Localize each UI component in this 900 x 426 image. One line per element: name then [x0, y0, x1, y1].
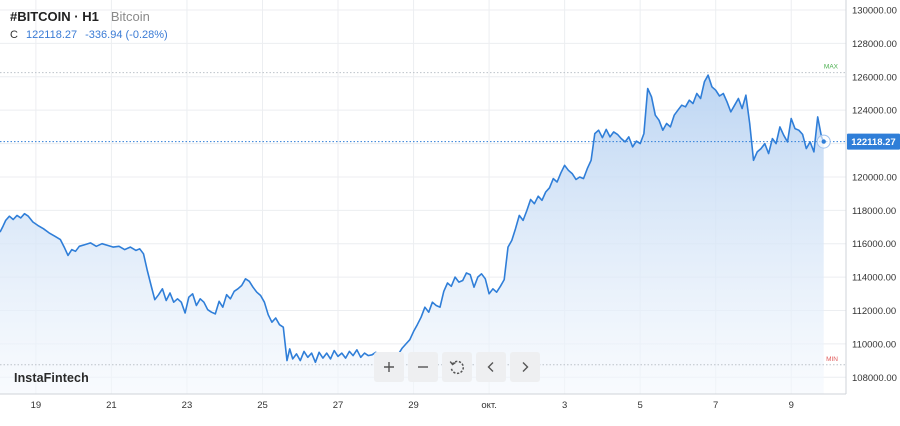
price-badge-label: 122118.27 [851, 137, 895, 148]
x-tick-label: 25 [257, 400, 268, 411]
markers: MAX MIN 122118.27 [0, 64, 900, 366]
symbol-description: Bitcoin [110, 9, 150, 24]
x-tick-label: окт. [481, 400, 496, 411]
x-tick-label: 29 [408, 400, 419, 411]
x-tick-label: 7 [713, 400, 718, 411]
chevron-left-icon [487, 362, 494, 372]
price-badge [847, 133, 900, 150]
y-tick-label: 112000.00 [852, 306, 896, 317]
x-tick-label: 23 [182, 400, 193, 411]
price-area [0, 75, 824, 394]
minus-icon [418, 366, 428, 368]
plus-icon [384, 362, 394, 372]
series-line [0, 74, 825, 364]
scroll-left-button[interactable] [476, 352, 506, 382]
y-tick-label: 116000.00 [852, 239, 896, 250]
x-tick-label: 27 [333, 400, 344, 411]
reset-button[interactable] [442, 352, 472, 382]
y-tick-label: 130000.00 [852, 6, 897, 17]
chart-controls [374, 352, 540, 382]
y-tick-label: 120000.00 [852, 172, 897, 183]
symbol-title[interactable]: #BITCOIN · H1 [10, 9, 99, 24]
x-tick-label: 3 [562, 400, 567, 411]
scroll-right-button[interactable] [510, 352, 540, 382]
x-tick-label: 21 [106, 400, 117, 411]
y-tick-label: 126000.00 [852, 72, 897, 83]
x-tick-label: 5 [638, 400, 643, 411]
area-fill [0, 75, 824, 394]
max-label: MAX [824, 64, 839, 71]
price-line [0, 74, 825, 364]
y-tick-label: 118000.00 [852, 206, 896, 217]
chevron-right-icon [522, 362, 529, 372]
x-tick-label: 19 [31, 400, 42, 411]
zoom-in-button[interactable] [374, 352, 404, 382]
last-point [821, 139, 826, 144]
min-label: MIN [826, 356, 838, 363]
brand-logo: InstaFintech [14, 371, 89, 385]
close-value: 122118.27 [25, 29, 78, 41]
y-tick-label: 114000.00 [852, 273, 896, 284]
reset-icon [449, 360, 465, 375]
y-tick-label: 108000.00 [852, 373, 897, 384]
zoom-out-button[interactable] [408, 352, 438, 382]
price-change: -336.94 (-0.28%) [85, 29, 168, 41]
y-tick-label: 128000.00 [852, 39, 897, 50]
close-label: C [10, 29, 18, 41]
y-tick-label: 124000.00 [852, 106, 897, 117]
y-tick-label: 110000.00 [852, 339, 896, 350]
x-tick-label: 9 [789, 400, 794, 411]
chart-header: #BITCOIN · H1 Bitcoin C 122118.27 -336.9… [10, 9, 168, 41]
